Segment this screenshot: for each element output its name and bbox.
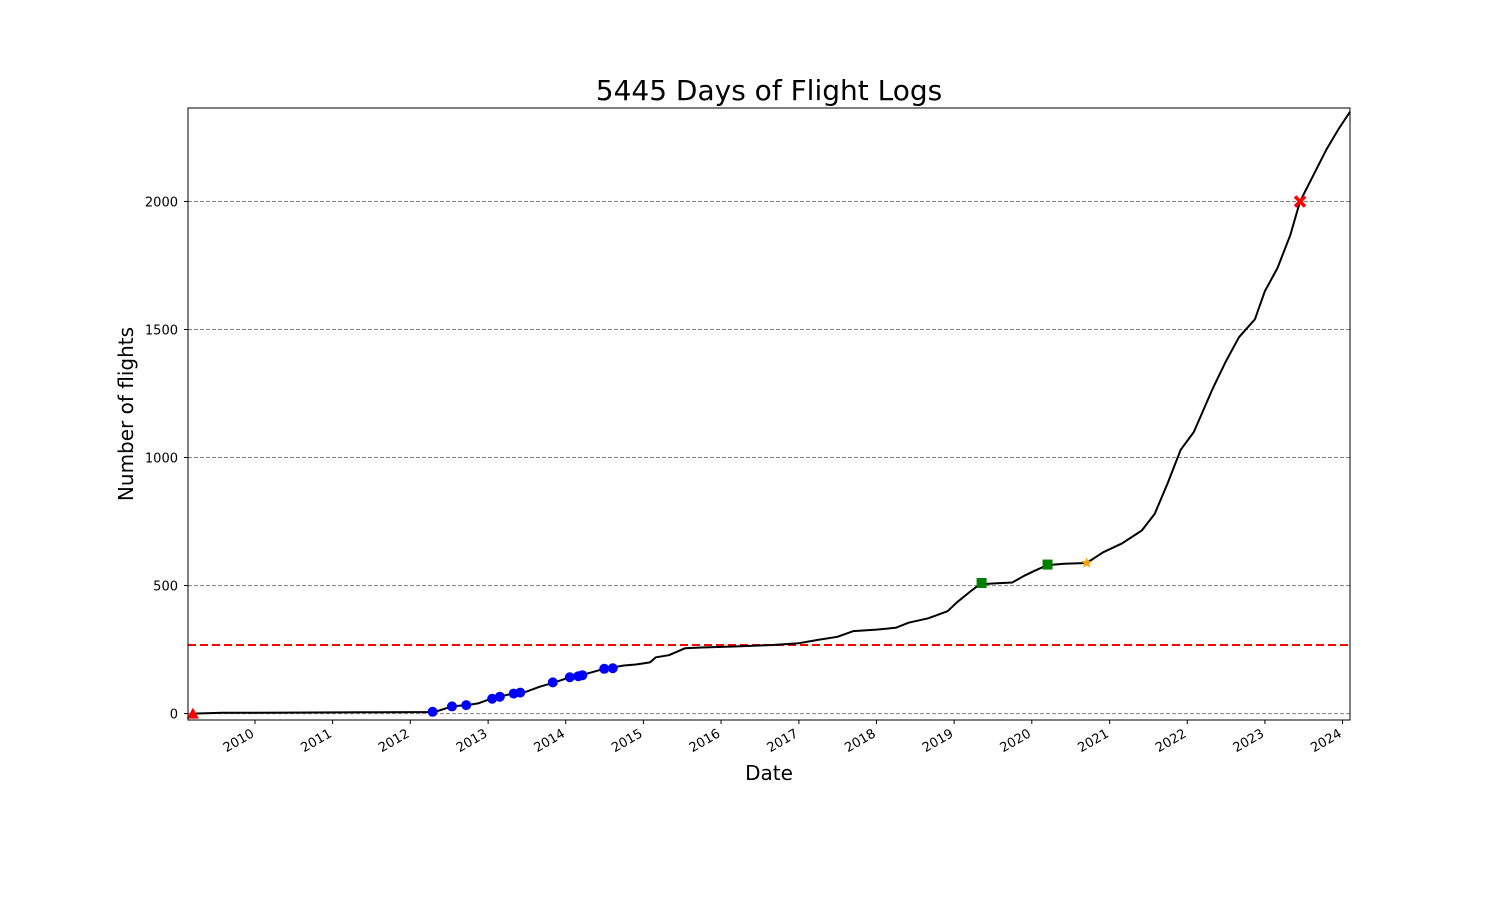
triangle-marker <box>186 707 199 719</box>
x-axis-label: Date <box>745 761 793 785</box>
circle-marker <box>487 693 498 704</box>
x-marker-stroke <box>1293 195 1307 208</box>
circle-marker <box>564 672 575 683</box>
x-tick-label: 2010 <box>221 726 257 756</box>
x-axis-ticks: 2010 2011 2012 2013 2014 2015 2016 2017 2018 2019… <box>221 720 1345 756</box>
x-tick-label: 2018 <box>842 726 878 756</box>
x-tick-label: 2017 <box>765 726 801 756</box>
plot-frame <box>187 107 1351 721</box>
y-axis-label: Number of flights <box>114 327 138 501</box>
circle-marker <box>515 687 526 698</box>
x-tick-label: 2011 <box>298 726 334 756</box>
y-tick-label: 1000 <box>145 452 178 467</box>
square-marker <box>1042 559 1053 570</box>
y-tick-label: 2000 <box>145 195 178 210</box>
square-marker <box>976 578 987 589</box>
y-tick-label: 0 <box>170 708 178 723</box>
x-marker <box>1293 195 1307 208</box>
x-tick-label: 2020 <box>998 726 1034 756</box>
x-tick-label: 2015 <box>609 726 645 756</box>
circle-marker <box>607 663 618 674</box>
x-tick-label: 2019 <box>920 726 956 756</box>
chart-title: 5445 Days of Flight Logs <box>596 74 943 107</box>
x-tick-label: 2012 <box>376 726 412 756</box>
markers-group <box>186 195 1307 719</box>
x-tick-label: 2021 <box>1075 726 1111 756</box>
circle-marker <box>446 701 457 712</box>
circle-marker <box>577 670 588 681</box>
x-tick-label: 2016 <box>687 726 723 756</box>
circle-marker <box>599 663 610 674</box>
y-tick-label: 1500 <box>145 323 178 338</box>
star-marker <box>1081 557 1093 568</box>
circle-marker <box>494 691 505 702</box>
y-tick-label: 500 <box>153 580 178 595</box>
circle-marker <box>427 706 438 717</box>
circle-marker <box>547 677 558 688</box>
series-line-group <box>192 111 1351 715</box>
x-tick-label: 2022 <box>1153 726 1189 756</box>
grid-lines <box>188 200 1350 715</box>
cumulative-flights-line <box>192 111 1351 715</box>
y-axis-ticks: 0 500 1000 1500 2000 <box>145 195 188 723</box>
x-tick-label: 2014 <box>532 726 568 756</box>
circle-marker <box>461 700 472 711</box>
x-tick-label: 2023 <box>1231 726 1267 756</box>
x-tick-label: 2013 <box>454 726 490 756</box>
x-tick-label: 2024 <box>1308 726 1344 756</box>
